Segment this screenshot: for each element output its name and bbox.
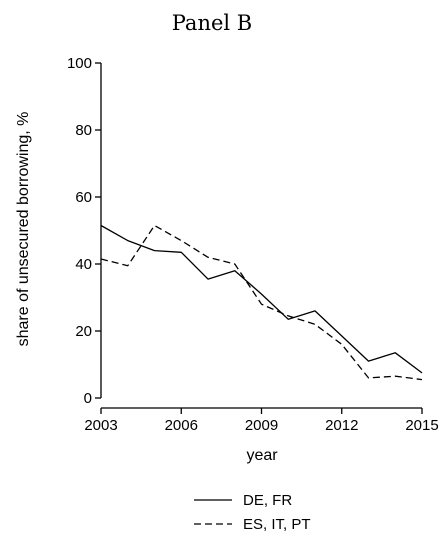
y-tick-label: 20: [75, 323, 92, 340]
x-tick-label: 2015: [405, 417, 438, 434]
y-axis-title: share of unsecured borrowing, %: [15, 112, 32, 347]
legend: DE, FR ES, IT, PT: [194, 492, 311, 533]
x-tick-label: 2006: [165, 417, 198, 434]
y-tick-label: 0: [84, 390, 92, 407]
y-tick-label: 100: [67, 55, 92, 72]
y-tick-label: 80: [75, 122, 92, 139]
x-axis-title: year: [246, 447, 278, 464]
legend-label: ES, IT, PT: [243, 516, 311, 533]
y-tick-label: 40: [75, 256, 92, 273]
series-line-de-fr: [100, 224, 423, 374]
x-tick-label: 2012: [325, 417, 358, 434]
series-line-es-it-pt: [100, 224, 423, 381]
plot-lines: [100, 224, 423, 381]
chart-title: Panel B: [172, 11, 252, 35]
y-axis: 0 20 40 60 80 100: [67, 55, 102, 407]
legend-label: DE, FR: [243, 492, 292, 509]
y-tick-label: 60: [75, 189, 92, 206]
x-tick-label: 2003: [84, 417, 117, 434]
x-tick-label: 2009: [245, 417, 278, 434]
x-axis: 2003 2006 2009 2012 2015: [84, 407, 439, 434]
